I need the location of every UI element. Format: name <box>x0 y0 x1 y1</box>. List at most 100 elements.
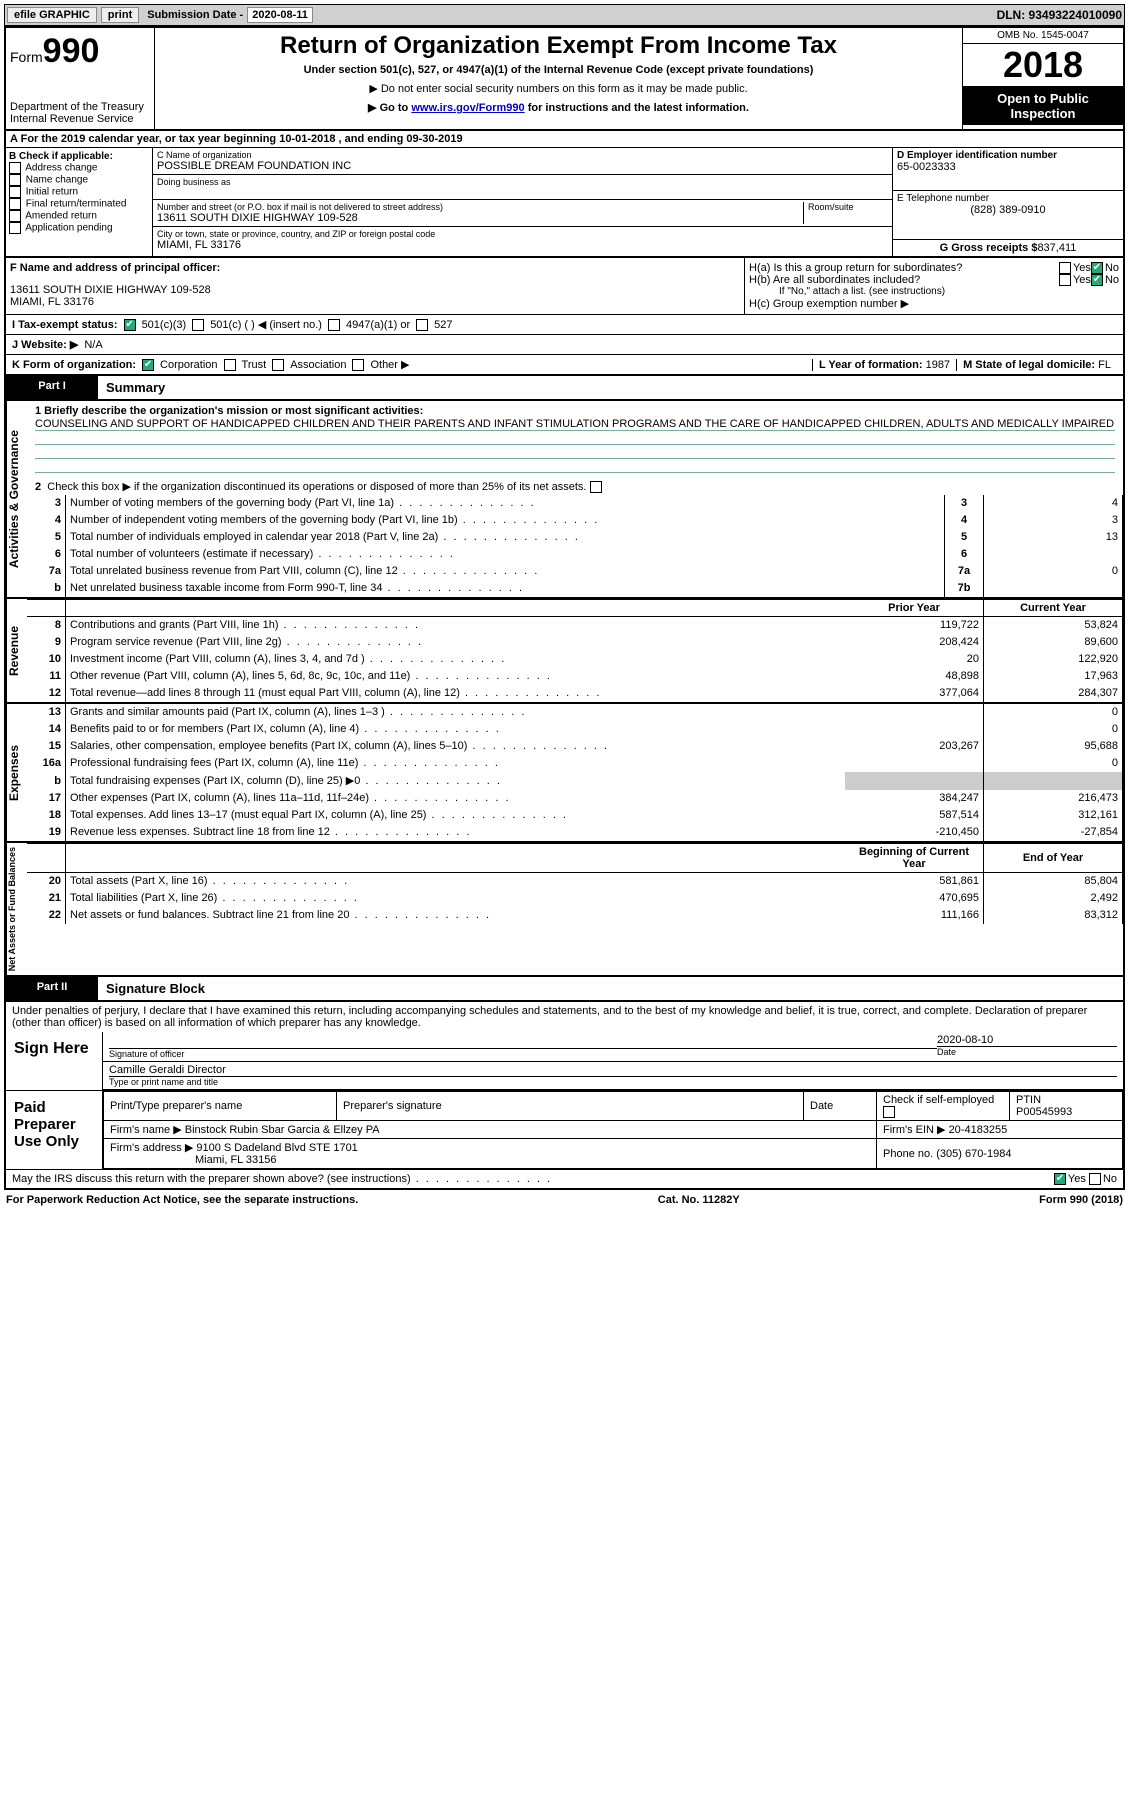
begin-year-hdr: Beginning of Current Year <box>845 844 984 873</box>
4947-checkbox[interactable] <box>328 319 340 331</box>
summary-row: 22Net assets or fund balances. Subtract … <box>27 907 1123 924</box>
hb-label: H(b) Are all subordinates included? <box>749 274 1059 286</box>
summary-row: 9Program service revenue (Part VIII, lin… <box>27 634 1123 651</box>
current-year-hdr: Current Year <box>984 600 1123 617</box>
hc-label: H(c) Group exemption number ▶ <box>749 297 1119 310</box>
print-button[interactable]: print <box>101 7 139 23</box>
instructions-link[interactable]: www.irs.gov/Form990 <box>411 102 524 114</box>
sign-here-label: Sign Here <box>6 1032 103 1090</box>
part1-header: Part I Summary <box>4 376 1125 401</box>
end-year-hdr: End of Year <box>984 844 1123 873</box>
prior-year-hdr: Prior Year <box>845 600 984 617</box>
summary-row: 10Investment income (Part VIII, column (… <box>27 651 1123 668</box>
hb-no-checkbox[interactable]: ✔ <box>1091 274 1103 286</box>
no-label-2: No <box>1105 274 1119 286</box>
discuss-yes-checkbox[interactable]: ✔ <box>1054 1173 1066 1185</box>
l-label: L Year of formation: <box>819 359 923 371</box>
summary-row: 3Number of voting members of the governi… <box>27 495 1123 512</box>
net-assets-section: Net Assets or Fund Balances Beginning of… <box>4 843 1125 977</box>
yes-label-2: Yes <box>1073 274 1091 286</box>
501c-checkbox[interactable] <box>192 319 204 331</box>
firm-ein-label: Firm's EIN ▶ <box>883 1124 946 1136</box>
room-label: Room/suite <box>803 202 888 224</box>
sig-officer-label: Signature of officer <box>109 1048 937 1059</box>
b-option: Address change <box>9 162 149 174</box>
checkbox[interactable] <box>9 198 21 210</box>
row-i: I Tax-exempt status: ✔ 501(c)(3) 501(c) (… <box>4 315 1125 335</box>
4947-label: 4947(a)(1) or <box>346 319 410 331</box>
irs-label: Internal Revenue Service <box>10 113 150 125</box>
submission-date: 2020-08-11 <box>247 7 313 23</box>
501c3-label: 501(c)(3) <box>142 319 187 331</box>
corp-checkbox[interactable]: ✔ <box>142 359 154 371</box>
hb-yes-checkbox[interactable] <box>1059 274 1071 286</box>
part2-label: Part II <box>6 977 98 1000</box>
assoc-label: Association <box>290 359 346 371</box>
b-option: Initial return <box>9 186 149 198</box>
form-label: Form <box>10 49 43 65</box>
summary-row: 15Salaries, other compensation, employee… <box>27 738 1123 755</box>
checkbox[interactable] <box>9 162 21 174</box>
column-d: D Employer identification number 65-0023… <box>893 148 1123 256</box>
trust-checkbox[interactable] <box>224 359 236 371</box>
sig-date-label: Date <box>937 1046 1117 1057</box>
form-footer: Form 990 (2018) <box>1039 1194 1123 1206</box>
type-name-label: Type or print name and title <box>109 1076 1117 1087</box>
summary-row: 7aTotal unrelated business revenue from … <box>27 563 1123 580</box>
m-label: M State of legal domicile: <box>963 359 1095 371</box>
discuss-yes-label: Yes <box>1068 1173 1086 1185</box>
b-option: Application pending <box>9 222 149 234</box>
gross-label: G Gross receipts $ <box>940 242 1038 254</box>
city-label: City or town, state or province, country… <box>157 229 888 239</box>
j-label: J Website: ▶ <box>12 338 78 351</box>
summary-row: bNet unrelated business taxable income f… <box>27 580 1123 597</box>
subtitle-1: Under section 501(c), 527, or 4947(a)(1)… <box>159 64 958 76</box>
subtitle-2: ▶ Do not enter social security numbers o… <box>159 82 958 95</box>
summary-row: 18Total expenses. Add lines 13–17 (must … <box>27 807 1123 824</box>
officer-addr1: 13611 SOUTH DIXIE HIGHWAY 109-528 <box>10 284 740 296</box>
sig-date: 2020-08-10 <box>937 1034 1117 1046</box>
pra-notice: For Paperwork Reduction Act Notice, see … <box>6 1194 358 1206</box>
firm-ein: 20-4183255 <box>949 1124 1008 1136</box>
discuss-no-checkbox[interactable] <box>1089 1173 1101 1185</box>
ha-no-checkbox[interactable]: ✔ <box>1091 262 1103 274</box>
h-note: If "No," attach a list. (see instruction… <box>749 286 1119 297</box>
row-klm: K Form of organization: ✔Corporation Tru… <box>4 355 1125 376</box>
prep-name-label: Print/Type preparer's name <box>104 1092 337 1121</box>
ha-yes-checkbox[interactable] <box>1059 262 1071 274</box>
yes-label: Yes <box>1073 262 1091 274</box>
submission-label: Submission Date - <box>147 9 243 21</box>
line2-checkbox[interactable] <box>590 481 602 493</box>
officer-name-title: Camille Geraldi Director <box>109 1064 1117 1076</box>
assoc-checkbox[interactable] <box>272 359 284 371</box>
paid-preparer-label: Paid Preparer Use Only <box>6 1091 103 1169</box>
firm-name-label: Firm's name ▶ <box>110 1124 182 1136</box>
501c3-checkbox[interactable]: ✔ <box>124 319 136 331</box>
501c-label: 501(c) ( ) ◀ (insert no.) <box>210 318 322 331</box>
checkbox[interactable] <box>9 186 21 198</box>
net-assets-tab: Net Assets or Fund Balances <box>6 843 27 975</box>
b-option: Amended return <box>9 210 149 222</box>
summary-row: 16aProfessional fundraising fees (Part I… <box>27 755 1123 772</box>
k-label: K Form of organization: <box>12 359 136 371</box>
efile-button[interactable]: efile GRAPHIC <box>7 7 97 23</box>
summary-row: 19Revenue less expenses. Subtract line 1… <box>27 824 1123 841</box>
527-checkbox[interactable] <box>416 319 428 331</box>
part2-header: Part II Signature Block <box>4 977 1125 1002</box>
tax-year: 2018 <box>963 44 1123 87</box>
checkbox[interactable] <box>9 174 21 186</box>
summary-row: 11Other revenue (Part VIII, column (A), … <box>27 668 1123 685</box>
f-label: F Name and address of principal officer: <box>10 262 740 274</box>
self-employed-checkbox[interactable] <box>883 1106 895 1118</box>
other-checkbox[interactable] <box>352 359 364 371</box>
city-state-zip: MIAMI, FL 33176 <box>157 239 888 251</box>
checkbox[interactable] <box>9 210 21 222</box>
block-bcd: B Check if applicable: Address change Na… <box>4 148 1125 258</box>
firm-phone: (305) 670-1984 <box>936 1148 1011 1160</box>
i-label: I Tax-exempt status: <box>12 319 118 331</box>
b-option: Final return/terminated <box>9 198 149 210</box>
column-f: F Name and address of principal officer:… <box>6 258 745 314</box>
checkbox[interactable] <box>9 222 21 234</box>
form-num: 990 <box>43 32 100 70</box>
ha-label: H(a) Is this a group return for subordin… <box>749 262 1059 274</box>
